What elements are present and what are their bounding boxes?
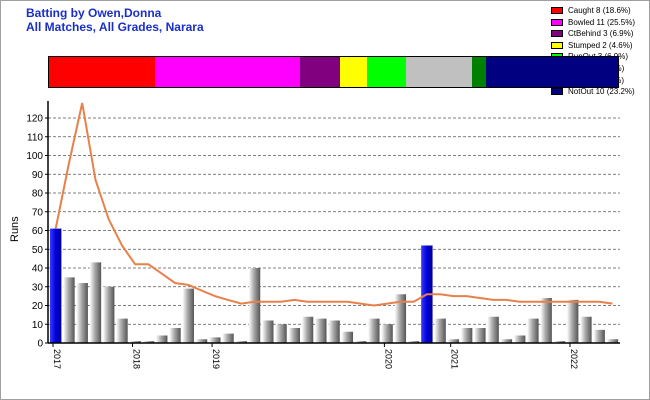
dismissal-segment	[485, 57, 618, 87]
y-tick-label: 40	[32, 264, 44, 275]
bar	[407, 341, 420, 343]
legend-swatch	[551, 7, 563, 14]
x-tick-label: 2020	[383, 349, 393, 369]
legend-label: NotOut 10 (23.2%)	[568, 87, 635, 97]
x-tick-label: 2018	[132, 349, 142, 369]
legend-label: CtBehind 3 (6.9%)	[568, 29, 634, 39]
dismissal-segment	[300, 57, 341, 87]
bar	[116, 318, 128, 343]
dismissal-segment	[472, 57, 486, 87]
y-tick-label: 120	[26, 114, 43, 125]
bar	[63, 277, 75, 343]
chart-subtitle: All Matches, All Grades, Narara	[26, 20, 204, 34]
dismissal-segment	[406, 57, 473, 87]
bar	[182, 288, 194, 343]
bar	[474, 328, 486, 343]
chart-title: Batting by Owen,Donna	[26, 6, 162, 20]
bar	[513, 335, 526, 343]
legend-swatch	[551, 88, 563, 96]
dismissal-breakdown-bar	[48, 56, 619, 88]
legend-swatch	[551, 30, 563, 38]
legend-swatch	[551, 18, 563, 26]
y-tick-label: 20	[32, 301, 44, 312]
bar	[195, 339, 208, 343]
bar	[553, 341, 566, 343]
bar	[235, 341, 247, 343]
bar	[156, 335, 168, 343]
bar	[89, 262, 102, 343]
y-axis-label: Runs	[9, 216, 21, 242]
x-tick-label: 2019	[211, 349, 221, 369]
bar	[142, 341, 155, 343]
legend-label: Caught 8 (18.6%)	[568, 6, 631, 15]
bar	[129, 341, 141, 343]
bar	[606, 339, 619, 343]
legend-label: Bowled 11 (25.5%)	[568, 17, 635, 27]
bar	[394, 294, 407, 343]
bar	[76, 283, 88, 343]
bar	[301, 316, 314, 343]
bar	[288, 328, 301, 343]
x-tick-label: 2021	[450, 349, 460, 369]
bar	[540, 298, 552, 343]
bar	[368, 318, 380, 343]
average-line	[54, 102, 613, 307]
bar	[566, 299, 579, 343]
bar	[354, 341, 367, 343]
bar	[248, 268, 261, 343]
legend-label: Stumped 2 (4.6%)	[568, 40, 633, 50]
bar	[447, 339, 460, 343]
dismissal-segment	[154, 57, 301, 87]
y-tick-label: 80	[32, 189, 44, 200]
bar	[222, 333, 234, 343]
bar	[500, 339, 513, 343]
y-tick-label: 110	[27, 132, 43, 143]
bar	[262, 320, 274, 343]
bar	[460, 328, 473, 343]
bar	[275, 324, 287, 343]
bar	[169, 328, 181, 343]
bar	[50, 228, 62, 343]
dismissal-segment	[340, 57, 367, 87]
bar	[487, 316, 499, 343]
y-tick-label: 0	[37, 339, 43, 350]
y-tick-label: 100	[26, 151, 43, 162]
x-tick-label: 2022	[569, 349, 579, 369]
bar	[434, 318, 446, 343]
legend-swatch	[551, 41, 563, 49]
y-tick-label: 60	[32, 226, 44, 237]
bar	[103, 286, 115, 343]
y-tick-label: 30	[32, 282, 44, 293]
bar	[341, 331, 354, 343]
y-tick-label: 70	[32, 207, 44, 218]
y-tick-label: 90	[32, 170, 44, 181]
bar	[315, 318, 327, 343]
bar	[381, 324, 393, 343]
bar	[527, 318, 539, 343]
y-tick-label: 50	[32, 245, 44, 256]
bar	[328, 320, 340, 343]
dismissal-segment	[49, 57, 155, 87]
bar	[593, 329, 605, 343]
x-tick-label: 2017	[52, 349, 62, 369]
y-tick-label: 10	[32, 320, 44, 331]
bar	[209, 337, 221, 343]
dismissal-segment	[366, 57, 407, 87]
bar	[580, 316, 592, 343]
